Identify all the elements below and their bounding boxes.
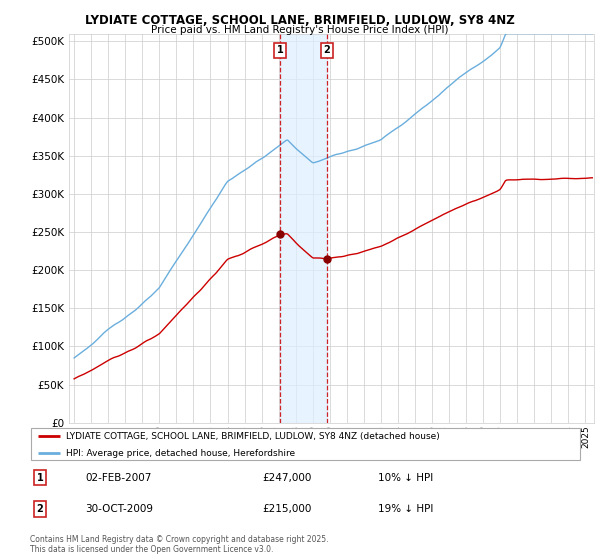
Text: LYDIATE COTTAGE, SCHOOL LANE, BRIMFIELD, LUDLOW, SY8 4NZ: LYDIATE COTTAGE, SCHOOL LANE, BRIMFIELD,… <box>85 14 515 27</box>
Text: £247,000: £247,000 <box>262 473 311 483</box>
Text: 1: 1 <box>37 473 43 483</box>
Text: Contains HM Land Registry data © Crown copyright and database right 2025.
This d: Contains HM Land Registry data © Crown c… <box>30 535 329 554</box>
Text: 2: 2 <box>323 45 330 55</box>
Text: 02-FEB-2007: 02-FEB-2007 <box>85 473 152 483</box>
Text: HPI: Average price, detached house, Herefordshire: HPI: Average price, detached house, Here… <box>66 449 295 458</box>
Text: 2: 2 <box>37 504 43 514</box>
Bar <box>280 34 327 423</box>
Text: £215,000: £215,000 <box>262 504 311 514</box>
Text: Price paid vs. HM Land Registry's House Price Index (HPI): Price paid vs. HM Land Registry's House … <box>151 25 449 35</box>
Text: 30-OCT-2009: 30-OCT-2009 <box>85 504 153 514</box>
Text: 10% ↓ HPI: 10% ↓ HPI <box>378 473 433 483</box>
FancyBboxPatch shape <box>31 428 580 460</box>
Text: 19% ↓ HPI: 19% ↓ HPI <box>378 504 433 514</box>
Text: LYDIATE COTTAGE, SCHOOL LANE, BRIMFIELD, LUDLOW, SY8 4NZ (detached house): LYDIATE COTTAGE, SCHOOL LANE, BRIMFIELD,… <box>66 432 440 441</box>
Text: 1: 1 <box>277 45 283 55</box>
